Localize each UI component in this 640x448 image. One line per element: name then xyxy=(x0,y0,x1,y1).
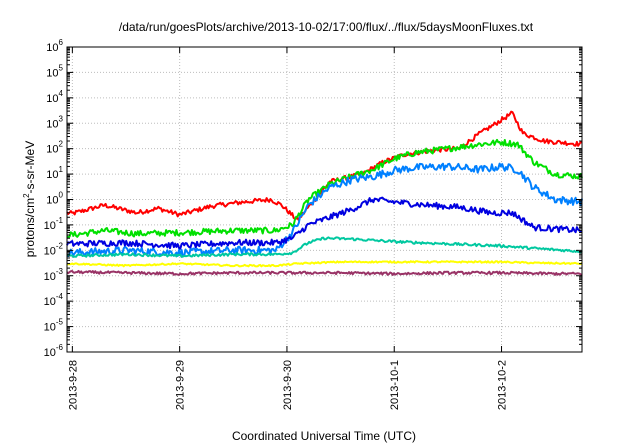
x-tick-label: 2013-10-1 xyxy=(389,360,401,410)
x-tick-label: 2013-9-29 xyxy=(175,360,187,410)
grid-lines xyxy=(67,47,582,352)
x-ticks: 2013-9-28 2013-9-29 2013-9-30 2013-10-1 2013… xyxy=(67,47,509,410)
y-axis-label: protons/cm2-s-sr-MeV xyxy=(22,141,37,257)
x-tick-label: 2013-10-2 xyxy=(497,360,509,410)
series-line xyxy=(66,269,583,276)
series-group xyxy=(66,110,583,276)
x-tick-label: 2013-9-30 xyxy=(282,360,294,410)
series-line xyxy=(66,196,583,250)
y-tick-label: 10-5 xyxy=(44,318,64,334)
y-tick-label: 100 xyxy=(46,191,63,207)
y-ticks: 10-6 10-5 10-4 10-3 10-2 10-1 100 101 102 103 104 1… xyxy=(44,38,582,359)
y-tick-label: 105 xyxy=(46,63,63,79)
y-tick-label: 10-2 xyxy=(44,241,64,257)
y-tick-label: 104 xyxy=(46,89,63,105)
series-line xyxy=(66,260,583,268)
series-line xyxy=(66,236,583,258)
x-tick-label: 2013-9-28 xyxy=(67,360,79,410)
y-tick-label: 10-6 xyxy=(44,343,64,359)
x-axis-label: Coordinated Universal Time (UTC) xyxy=(232,429,416,443)
y-tick-label: 102 xyxy=(46,140,63,156)
chart-title: /data/run/goesPlots/archive/2013-10-02/1… xyxy=(119,20,534,34)
y-tick-label: 10-4 xyxy=(44,292,64,308)
y-tick-label: 10-1 xyxy=(44,216,64,232)
y-tick-label: 10-3 xyxy=(44,267,64,283)
y-tick-label: 103 xyxy=(46,114,63,130)
y-tick-label: 106 xyxy=(46,38,63,54)
plot-frame xyxy=(66,46,583,353)
series-line xyxy=(66,138,583,239)
series-line xyxy=(66,110,583,222)
series-line xyxy=(66,162,583,258)
y-tick-label: 101 xyxy=(46,165,63,181)
